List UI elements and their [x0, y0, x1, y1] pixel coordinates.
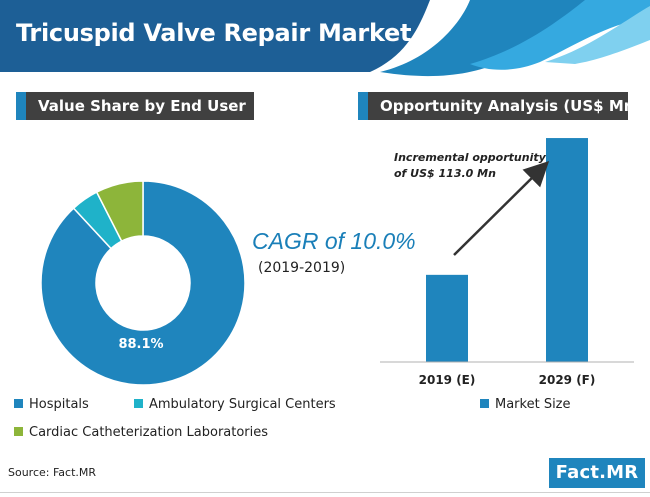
header-banner: Tricuspid Valve Repair Market	[0, 0, 650, 78]
footer-divider	[0, 492, 650, 493]
opportunity-section-label: Opportunity Analysis (US$ Mn)	[358, 92, 641, 120]
logo-main-text: Fact.	[555, 462, 607, 483]
legend-cardiac: Cardiac Catheterization Laboratories	[14, 426, 268, 440]
legend-label: Market Size	[495, 397, 571, 412]
end-user-section-label: Value Share by End User	[16, 92, 254, 120]
x-tick-label: 2019 (E)	[419, 373, 476, 387]
x-tick-label: 2029 (F)	[539, 373, 596, 387]
opportunity-section-title: Opportunity Analysis (US$ Mn)	[380, 97, 642, 115]
page-title: Tricuspid Valve Repair Market	[16, 19, 412, 47]
legend-label: Hospitals	[29, 397, 89, 412]
slice-hospitals	[40, 180, 246, 386]
source-note: Source: Fact.MR	[8, 466, 97, 479]
legend-swatch	[14, 427, 23, 436]
annotation-line-1: Incremental opportunity	[394, 151, 546, 164]
label-accent-bar	[358, 92, 368, 120]
bar-2019	[426, 274, 468, 362]
hospitals-share-label: 88.1%	[118, 337, 163, 352]
end-user-section-title: Value Share by End User	[38, 97, 246, 115]
bar-2029	[546, 138, 588, 362]
factmr-logo: Fact.MR	[549, 458, 645, 488]
slice-cardiac-catheterization	[95, 180, 144, 243]
annotation-line-2: of US$ 113.0 Mn	[394, 167, 496, 180]
legend-swatch	[14, 399, 23, 408]
legend-market-size: Market Size	[480, 398, 571, 412]
legend-ambulatory: Ambulatory Surgical Centers	[134, 398, 336, 412]
end-user-donut-chart: 88.1%	[40, 180, 246, 386]
cagr-period: (2019-2019)	[258, 260, 346, 276]
cagr-value: CAGR of 10.0%	[252, 228, 416, 254]
legend-label: Cardiac Catheterization Laboratories	[29, 425, 269, 440]
growth-arrow	[453, 160, 550, 256]
incremental-opportunity-annotation: Incremental opportunity of US$ 113.0 Mn	[394, 150, 564, 182]
legend-swatch	[480, 399, 489, 408]
header-wave-graphic	[0, 0, 650, 78]
label-accent-bar	[16, 92, 26, 120]
legend-hospitals: Hospitals	[14, 398, 89, 412]
logo-suffix-text: MR	[606, 462, 639, 483]
opportunity-bar-chart: 2019 (E) 2029 (F)	[380, 138, 634, 387]
legend-swatch	[134, 399, 143, 408]
legend-label: Ambulatory Surgical Centers	[149, 397, 336, 412]
